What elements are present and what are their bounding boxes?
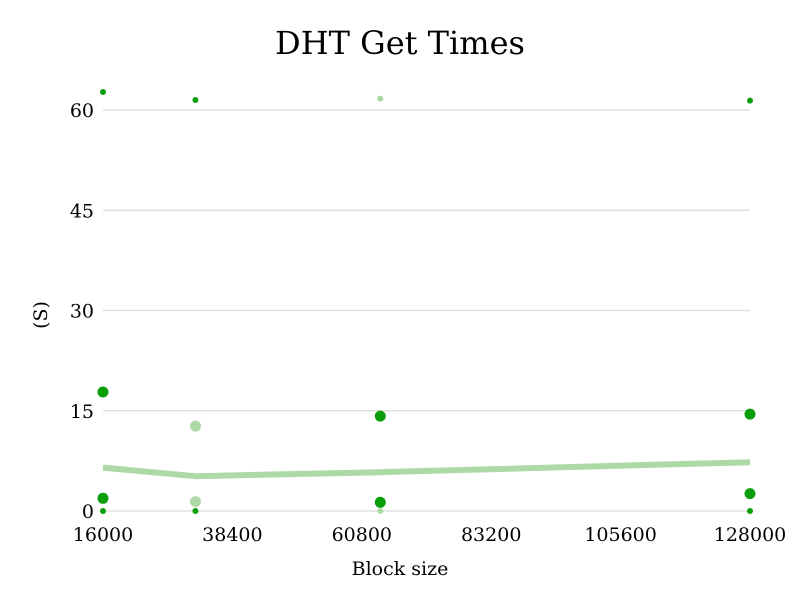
y-tick-label: 0 bbox=[82, 501, 94, 523]
data-point bbox=[192, 508, 199, 514]
data-point bbox=[747, 508, 753, 514]
y-tick-label: 15 bbox=[70, 401, 94, 423]
data-point bbox=[97, 386, 109, 398]
x-tick-label: 83200 bbox=[461, 524, 521, 546]
data-point bbox=[374, 410, 386, 422]
y-axis-label: (S) bbox=[30, 301, 52, 329]
trend-line bbox=[102, 459, 751, 480]
x-tick-label: 105600 bbox=[584, 524, 657, 546]
data-point bbox=[377, 508, 384, 514]
y-tick-label: 60 bbox=[70, 100, 94, 122]
x-axis-ticks: 16000 38400 60800 83200 105600 128000 bbox=[73, 524, 786, 546]
data-point bbox=[100, 88, 106, 95]
data-point bbox=[192, 96, 199, 103]
x-axis-label: Block size bbox=[352, 558, 449, 580]
data-point bbox=[744, 408, 756, 420]
data-point bbox=[377, 95, 384, 102]
data-point bbox=[374, 496, 386, 508]
data-points bbox=[97, 88, 756, 514]
grid-lines bbox=[103, 109, 750, 512]
data-point bbox=[189, 420, 201, 432]
chart-title: DHT Get Times bbox=[275, 24, 525, 62]
y-axis-ticks: 0 15 30 45 60 bbox=[70, 100, 94, 523]
data-point bbox=[189, 496, 201, 508]
x-tick-label: 38400 bbox=[202, 524, 262, 546]
data-point bbox=[747, 97, 753, 104]
x-tick-label: 16000 bbox=[73, 524, 133, 546]
data-point bbox=[744, 488, 756, 500]
data-point bbox=[97, 492, 109, 504]
data-point bbox=[100, 508, 106, 514]
y-tick-label: 30 bbox=[70, 301, 94, 323]
x-tick-label: 128000 bbox=[714, 524, 787, 546]
y-tick-label: 45 bbox=[70, 200, 94, 222]
x-tick-label: 60800 bbox=[332, 524, 392, 546]
trend-line-group bbox=[102, 459, 751, 480]
